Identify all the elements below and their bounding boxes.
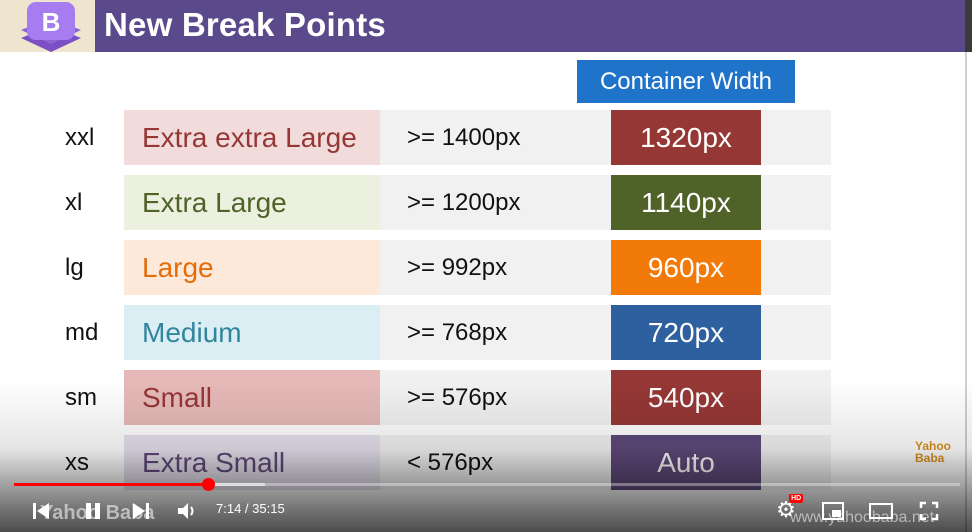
pause-icon [86, 503, 100, 519]
container-width-header: Container Width [577, 60, 795, 103]
volume-button[interactable] [172, 490, 202, 532]
theater-mode-icon [869, 503, 893, 519]
breakpoint-label: Extra extra Large [124, 110, 380, 165]
progress-played [14, 483, 208, 486]
breakpoint-min-width: >= 1400px [407, 124, 521, 151]
title-bar: B New Break Points [0, 0, 965, 52]
breakpoint-label: Extra Large [124, 175, 380, 230]
breakpoint-row-xl: xl Extra Large >= 1200px 1140px [0, 175, 972, 230]
container-width-cell: 1140px [611, 175, 761, 230]
right-border [965, 0, 967, 532]
breakpoint-abbr: md [65, 319, 99, 346]
fullscreen-button[interactable] [914, 490, 944, 532]
logo-letter: B [42, 7, 61, 37]
breakpoint-min-width: >= 1200px [407, 189, 521, 216]
breakpoint-row-md: md Medium >= 768px 720px [0, 305, 972, 360]
time-display: 7:14 / 35:15 [216, 501, 285, 516]
breakpoint-label: Medium [124, 305, 380, 360]
breakpoint-abbr: xl [65, 189, 83, 216]
site-watermark: www.yahoobaba.net [790, 509, 935, 526]
pause-button[interactable] [78, 490, 108, 532]
hd-badge: HD [789, 494, 804, 503]
breakpoint-abbr: xxl [65, 124, 95, 151]
top-right-bar [965, 0, 972, 52]
breakpoint-label: Large [124, 240, 380, 295]
breakpoint-min-width: >= 768px [407, 319, 508, 346]
previous-button[interactable] [26, 490, 56, 532]
player-control-bar: Yahoo Baba 7:14 / 35:15 www.yahoobaba.ne… [0, 490, 972, 532]
progress-bar[interactable] [14, 478, 960, 491]
breakpoint-row-xxl: xxl Extra extra Large >= 1400px 1320px [0, 110, 972, 165]
gear-icon: ⚙ HD [776, 494, 804, 523]
skip-next-icon [133, 503, 149, 519]
volume-icon [178, 503, 194, 519]
container-width-cell: 720px [611, 305, 761, 360]
progress-scrubber-handle[interactable] [201, 478, 215, 491]
miniplayer-button[interactable] [818, 490, 848, 532]
container-width-cell: 960px [611, 240, 761, 295]
skip-previous-icon [33, 503, 49, 519]
fullscreen-icon [919, 501, 939, 521]
player-controls-shade [0, 380, 972, 532]
bootstrap-logo-icon: B [15, 0, 87, 60]
container-width-cell: 1320px [611, 110, 761, 165]
breakpoint-row-lg: lg Large >= 992px 960px [0, 240, 972, 295]
settings-button[interactable]: ⚙ HD [770, 490, 804, 532]
breakpoint-min-width: >= 992px [407, 254, 508, 281]
slide-title: New Break Points [104, 6, 386, 43]
miniplayer-icon [822, 502, 844, 520]
theater-mode-button[interactable] [864, 490, 898, 532]
breakpoint-abbr: lg [65, 254, 84, 281]
next-button[interactable] [126, 490, 156, 532]
